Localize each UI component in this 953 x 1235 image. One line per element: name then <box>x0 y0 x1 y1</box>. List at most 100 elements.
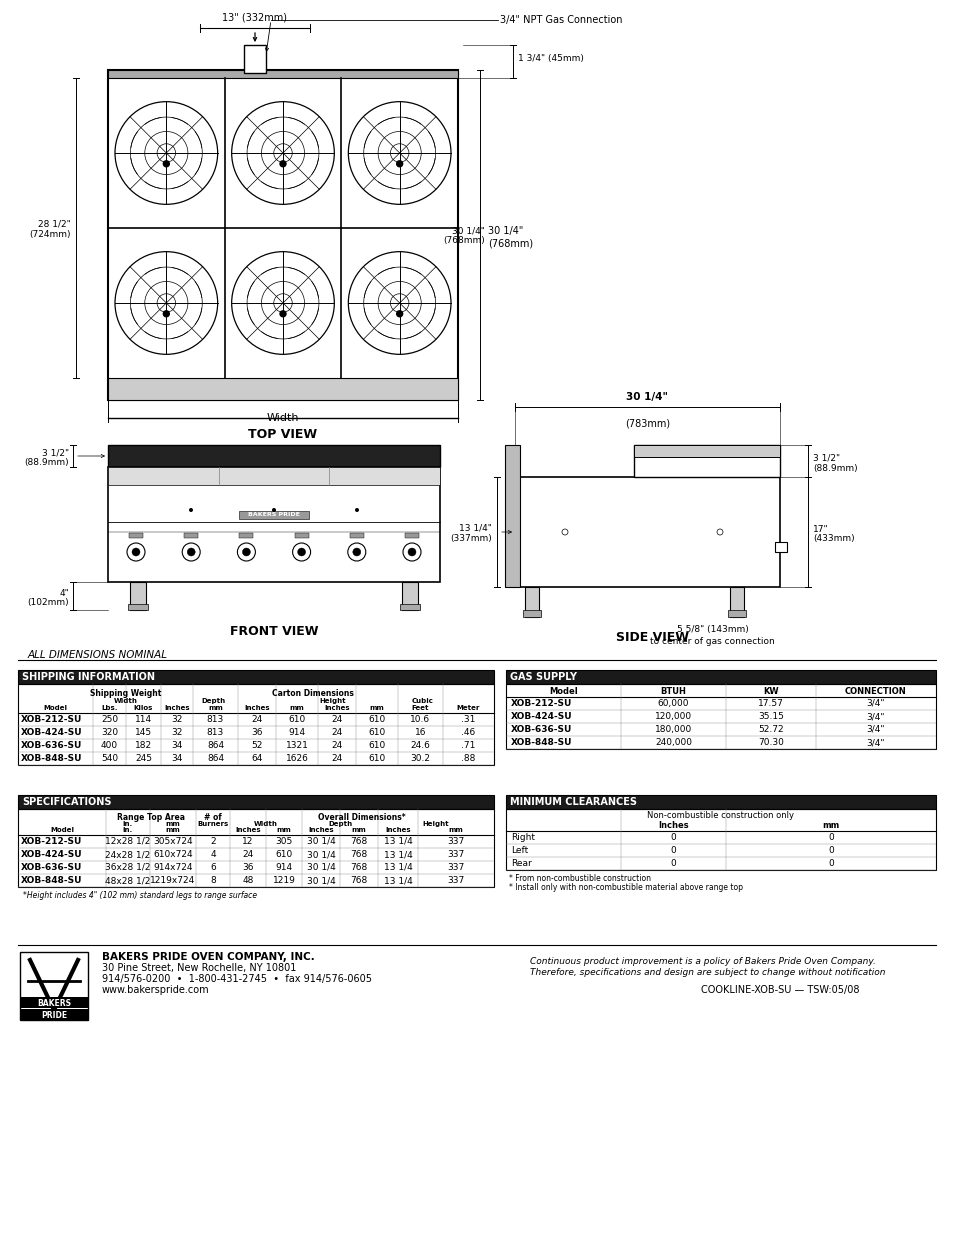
Text: XOB-636-SU: XOB-636-SU <box>21 741 82 750</box>
Text: Inches: Inches <box>324 705 350 711</box>
Text: SHIPPING INFORMATION: SHIPPING INFORMATION <box>22 672 154 682</box>
Text: Model: Model <box>549 687 578 695</box>
Bar <box>399 604 419 610</box>
Text: XOB-424-SU: XOB-424-SU <box>511 713 572 721</box>
Text: Overall Dimensions*: Overall Dimensions* <box>318 813 405 821</box>
Text: Depth: Depth <box>328 821 352 827</box>
Text: 3/4": 3/4" <box>866 739 884 747</box>
Bar <box>505 671 935 684</box>
Text: 13" (332mm): 13" (332mm) <box>222 14 287 23</box>
Bar <box>405 534 418 538</box>
Bar <box>108 445 439 467</box>
Bar <box>774 542 786 552</box>
Text: Lbs.: Lbs. <box>101 705 117 711</box>
Text: 30 1/4: 30 1/4 <box>306 863 335 872</box>
Bar <box>350 534 363 538</box>
Text: Range Top Area: Range Top Area <box>117 813 185 821</box>
Text: 245: 245 <box>135 755 152 763</box>
Text: mm: mm <box>208 705 223 711</box>
Text: 120,000: 120,000 <box>655 713 691 721</box>
Text: GAS SUPPLY: GAS SUPPLY <box>510 672 577 682</box>
Text: SIDE VIEW: SIDE VIEW <box>616 631 688 643</box>
Text: 3/4": 3/4" <box>866 713 884 721</box>
Text: PRIDE: PRIDE <box>41 1010 67 1020</box>
Text: (768mm): (768mm) <box>443 236 484 246</box>
Text: 0: 0 <box>670 832 676 842</box>
Text: 30 1/4: 30 1/4 <box>306 850 335 860</box>
Text: 24x28 1/2: 24x28 1/2 <box>105 850 151 860</box>
Circle shape <box>272 508 275 513</box>
Text: 610: 610 <box>275 850 293 860</box>
Text: 610: 610 <box>368 727 385 737</box>
Text: to center of gas connection: to center of gas connection <box>649 637 774 646</box>
Text: mm: mm <box>166 827 180 832</box>
Text: MINIMUM CLEARANCES: MINIMUM CLEARANCES <box>510 797 637 806</box>
Text: (783mm): (783mm) <box>624 419 669 429</box>
Text: 30 1/4": 30 1/4" <box>488 226 523 236</box>
Text: XOB-848-SU: XOB-848-SU <box>21 876 82 885</box>
Circle shape <box>395 161 403 168</box>
Text: in.: in. <box>123 827 133 832</box>
Text: 3 1/2": 3 1/2" <box>812 453 840 462</box>
Text: 30.2: 30.2 <box>410 755 430 763</box>
Text: 30 Pine Street, New Rochelle, NY 10801: 30 Pine Street, New Rochelle, NY 10801 <box>102 963 296 973</box>
Text: 36: 36 <box>242 863 253 872</box>
Text: 610: 610 <box>368 741 385 750</box>
Text: 337: 337 <box>447 837 464 846</box>
Bar <box>130 582 146 610</box>
Text: XOB-848-SU: XOB-848-SU <box>511 739 572 747</box>
Bar <box>108 467 439 582</box>
Text: 17.57: 17.57 <box>758 699 783 708</box>
Text: (102mm): (102mm) <box>28 599 69 608</box>
Text: Width: Width <box>253 821 277 827</box>
Bar <box>128 604 148 610</box>
Text: (88.9mm): (88.9mm) <box>25 458 69 468</box>
Bar <box>18 671 494 684</box>
Text: 10.6: 10.6 <box>410 715 430 724</box>
Bar <box>108 467 439 485</box>
Circle shape <box>408 548 416 556</box>
Text: 540: 540 <box>101 755 118 763</box>
Text: Width: Width <box>114 698 138 704</box>
Text: 400: 400 <box>101 741 118 750</box>
Text: (768mm): (768mm) <box>488 238 533 248</box>
Bar <box>20 952 88 1020</box>
Text: 914x724: 914x724 <box>153 863 193 872</box>
Bar <box>129 534 143 538</box>
Bar <box>108 70 457 78</box>
Text: mm: mm <box>821 820 839 830</box>
Text: 30 1/4: 30 1/4 <box>306 876 335 885</box>
Text: 60,000: 60,000 <box>657 699 688 708</box>
Circle shape <box>279 161 287 168</box>
Text: XOB-636-SU: XOB-636-SU <box>511 725 572 734</box>
Text: 337: 337 <box>447 850 464 860</box>
Text: FRONT VIEW: FRONT VIEW <box>230 625 318 638</box>
Text: Shipping Weight: Shipping Weight <box>91 688 161 698</box>
Text: BAKERS PRIDE OVEN COMPANY, INC.: BAKERS PRIDE OVEN COMPANY, INC. <box>102 952 314 962</box>
Text: www.bakerspride.com: www.bakerspride.com <box>102 986 210 995</box>
Text: 48: 48 <box>242 876 253 885</box>
Text: 813: 813 <box>207 715 224 724</box>
Text: 52.72: 52.72 <box>758 725 783 734</box>
Text: 305: 305 <box>275 837 293 846</box>
Text: Carton Dimensions: Carton Dimensions <box>272 688 354 698</box>
Text: ALL DIMENSIONS NOMINAL: ALL DIMENSIONS NOMINAL <box>28 650 168 659</box>
Text: 8: 8 <box>210 876 215 885</box>
Text: 30 1/4: 30 1/4 <box>306 837 335 846</box>
Text: 24: 24 <box>331 741 342 750</box>
Text: 12: 12 <box>242 837 253 846</box>
Text: 28 1/2": 28 1/2" <box>38 220 71 228</box>
Text: 610: 610 <box>368 715 385 724</box>
Text: 52: 52 <box>251 741 262 750</box>
Text: 34: 34 <box>172 741 182 750</box>
Text: 768: 768 <box>350 863 367 872</box>
Text: 1219: 1219 <box>273 876 295 885</box>
Text: *Height includes 4" (102 mm) standard legs to range surface: *Height includes 4" (102 mm) standard le… <box>23 890 257 900</box>
Text: 30 1/4": 30 1/4" <box>626 391 668 403</box>
Text: mm: mm <box>166 821 180 827</box>
Circle shape <box>242 548 250 556</box>
Text: Left: Left <box>511 846 528 855</box>
Text: 5 5/8" (143mm): 5 5/8" (143mm) <box>676 625 747 634</box>
Text: XOB-212-SU: XOB-212-SU <box>511 699 572 708</box>
Text: 0: 0 <box>827 860 833 868</box>
